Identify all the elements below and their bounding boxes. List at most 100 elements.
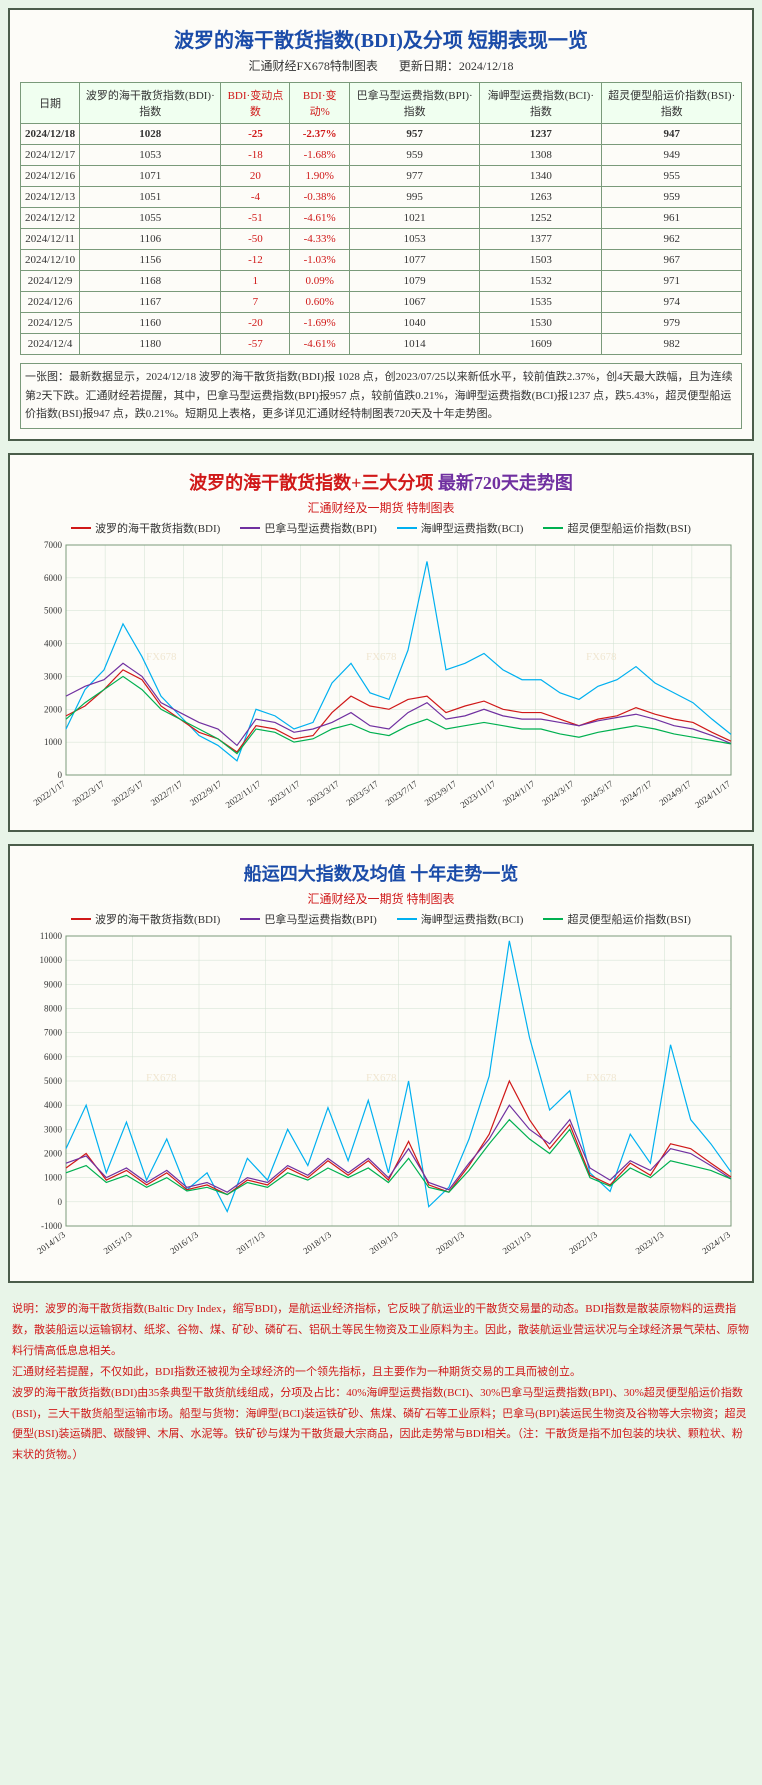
svg-text:2023/1/3: 2023/1/3	[634, 1229, 666, 1256]
legend-item: 巴拿马型运费指数(BPI)	[240, 911, 376, 927]
svg-text:6000: 6000	[44, 1052, 63, 1062]
svg-text:2022/11/17: 2022/11/17	[224, 778, 263, 810]
svg-text:2022/1/17: 2022/1/17	[31, 778, 67, 807]
svg-text:FX678: FX678	[366, 1072, 397, 1084]
svg-text:FX678: FX678	[146, 651, 177, 663]
svg-text:5000: 5000	[44, 606, 63, 616]
table-row: 2024/12/101156-12-1.03%10771503967	[21, 250, 742, 271]
svg-text:2022/1/3: 2022/1/3	[567, 1229, 599, 1256]
legend-label: 波罗的海干散货指数(BDI)	[95, 520, 220, 536]
col-header: 巴拿马型运费指数(BPI)·指数	[350, 83, 480, 124]
legend-label: 巴拿马型运费指数(BPI)	[264, 520, 376, 536]
legend-label: 海岬型运费指数(BCI)	[421, 911, 524, 927]
legend-item: 巴拿马型运费指数(BPI)	[240, 520, 376, 536]
chart720-svg: 010002000300040005000600070002022/1/1720…	[21, 540, 741, 820]
legend-label: 巴拿马型运费指数(BPI)	[264, 911, 376, 927]
legend-swatch	[397, 918, 417, 920]
table-row: 2024/12/6116770.60%10671535974	[21, 292, 742, 313]
chart10y-legend: 波罗的海干散货指数(BDI) 巴拿马型运费指数(BPI) 海岬型运费指数(BCI) 超…	[20, 911, 742, 927]
svg-text:7000: 7000	[44, 540, 63, 550]
svg-text:2024/5/17: 2024/5/17	[579, 778, 615, 807]
svg-text:0: 0	[58, 1197, 63, 1207]
table-row: 2024/12/111106-50-4.33%10531377962	[21, 229, 742, 250]
svg-text:2019/1/3: 2019/1/3	[368, 1229, 400, 1256]
svg-text:2016/1/3: 2016/1/3	[168, 1229, 200, 1256]
svg-text:FX678: FX678	[586, 651, 617, 663]
update-label: 更新日期：	[399, 59, 459, 73]
svg-text:4000: 4000	[44, 1100, 63, 1110]
chart720-title: 波罗的海干散货指数+三大分项 最新720天走势图	[20, 469, 742, 495]
table-row: 2024/12/121055-51-4.61%10211252961	[21, 208, 742, 229]
svg-text:1000: 1000	[44, 1173, 63, 1183]
svg-text:2023/1/17: 2023/1/17	[266, 778, 302, 807]
svg-text:FX678: FX678	[146, 1072, 177, 1084]
table-note: 一张图：最新数据显示，2024/12/18 波罗的海干散货指数(BDI)报 10…	[20, 363, 742, 429]
legend-swatch	[543, 918, 563, 920]
legend-swatch	[71, 918, 91, 920]
svg-text:5000: 5000	[44, 1076, 63, 1086]
col-header: 波罗的海干散货指数(BDI)·指数	[80, 83, 221, 124]
svg-text:2024/1/3: 2024/1/3	[700, 1229, 732, 1256]
svg-text:9000: 9000	[44, 979, 63, 989]
table-subtitle: 汇通财经FX678特制图表 更新日期：2024/12/18	[20, 57, 742, 74]
svg-text:2022/7/17: 2022/7/17	[149, 778, 185, 807]
legend-item: 波罗的海干散货指数(BDI)	[71, 520, 220, 536]
svg-text:2018/1/3: 2018/1/3	[301, 1229, 333, 1256]
svg-text:3000: 3000	[44, 1124, 63, 1134]
svg-text:-1000: -1000	[41, 1221, 62, 1231]
table-row: 2024/12/181028-25-2.37%9571237947	[21, 124, 742, 145]
svg-text:2000: 2000	[44, 704, 63, 714]
legend-swatch	[397, 527, 417, 529]
table-row: 2024/12/9116810.09%10791532971	[21, 271, 742, 292]
svg-text:2023/11/17: 2023/11/17	[458, 778, 497, 810]
svg-text:7000: 7000	[44, 1028, 63, 1038]
svg-text:2022/5/17: 2022/5/17	[110, 778, 146, 807]
svg-text:3000: 3000	[44, 671, 63, 681]
svg-text:2022/3/17: 2022/3/17	[71, 778, 107, 807]
update-date: 2024/12/18	[459, 59, 514, 73]
legend-item: 波罗的海干散货指数(BDI)	[71, 911, 220, 927]
description-text: 说明：波罗的海干散货指数(Baltic Dry Index，缩写BDI)，是航运…	[8, 1295, 754, 1470]
legend-label: 超灵便型船运价指数(BSI)	[567, 911, 690, 927]
legend-label: 海岬型运费指数(BCI)	[421, 520, 524, 536]
svg-text:4000: 4000	[44, 639, 63, 649]
chart10y-subtitle: 汇通财经及一期货 特制图表	[20, 890, 742, 907]
chart-720-panel: 波罗的海干散货指数+三大分项 最新720天走势图 汇通财经及一期货 特制图表 波…	[8, 453, 754, 832]
svg-text:2015/1/3: 2015/1/3	[102, 1229, 134, 1256]
svg-text:2021/1/3: 2021/1/3	[501, 1229, 533, 1256]
table-title: 波罗的海干散货指数(BDI)及分项 短期表现一览	[20, 24, 742, 53]
svg-text:2017/1/3: 2017/1/3	[235, 1229, 267, 1256]
col-header: 超灵便型船运价指数(BSI)·指数	[602, 83, 742, 124]
legend-label: 超灵便型船运价指数(BSI)	[567, 520, 690, 536]
svg-text:2024/9/17: 2024/9/17	[657, 778, 693, 807]
svg-text:2023/7/17: 2023/7/17	[384, 778, 420, 807]
legend-label: 波罗的海干散货指数(BDI)	[95, 911, 220, 927]
legend-swatch	[543, 527, 563, 529]
source-label: 汇通财经FX678特制图表	[248, 59, 377, 73]
table-row: 2024/12/171053-18-1.68%9591308949	[21, 145, 742, 166]
svg-text:10000: 10000	[40, 955, 63, 965]
legend-swatch	[71, 527, 91, 529]
legend-item: 超灵便型船运价指数(BSI)	[543, 520, 690, 536]
svg-text:2020/1/3: 2020/1/3	[434, 1229, 466, 1256]
svg-text:2024/1/17: 2024/1/17	[501, 778, 537, 807]
svg-text:2022/9/17: 2022/9/17	[188, 778, 224, 807]
chart720-subtitle: 汇通财经及一期货 特制图表	[20, 499, 742, 516]
legend-item: 海岬型运费指数(BCI)	[397, 911, 524, 927]
svg-text:8000: 8000	[44, 1004, 63, 1014]
col-header: 日期	[21, 83, 80, 124]
col-header: BDI·变动点数	[221, 83, 290, 124]
legend-swatch	[240, 918, 260, 920]
table-panel: 波罗的海干散货指数(BDI)及分项 短期表现一览 汇通财经FX678特制图表 更…	[8, 8, 754, 441]
svg-text:2023/3/17: 2023/3/17	[305, 778, 341, 807]
table-row: 2024/12/161071201.90%9771340955	[21, 166, 742, 187]
svg-text:11000: 11000	[40, 931, 63, 941]
table-row: 2024/12/131051-4-0.38%9951263959	[21, 187, 742, 208]
table-row: 2024/12/51160-20-1.69%10401530979	[21, 313, 742, 334]
legend-item: 海岬型运费指数(BCI)	[397, 520, 524, 536]
svg-text:2023/9/17: 2023/9/17	[423, 778, 459, 807]
col-header: 海岬型运费指数(BCI)·指数	[480, 83, 602, 124]
svg-text:1000: 1000	[44, 737, 63, 747]
legend-swatch	[240, 527, 260, 529]
chart-10y-panel: 船运四大指数及均值 十年走势一览 汇通财经及一期货 特制图表 波罗的海干散货指数…	[8, 844, 754, 1283]
